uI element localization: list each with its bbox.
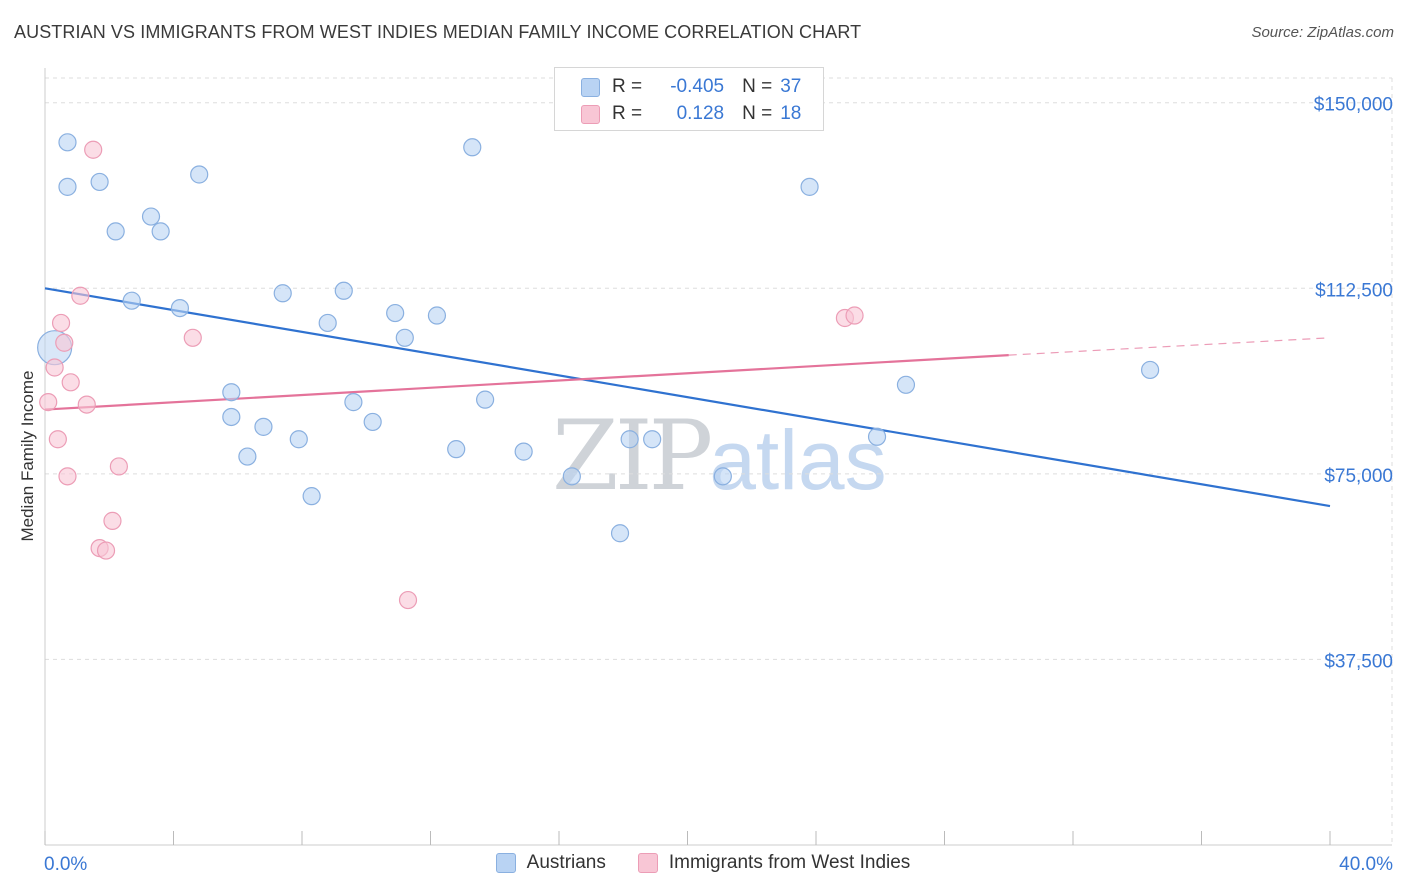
point-austrians xyxy=(58,133,77,152)
x-tick-label: 40.0% xyxy=(1339,854,1393,875)
y-tick-label: $112,500 xyxy=(1315,280,1393,301)
legend-swatch-west-indies xyxy=(581,104,600,124)
point-austrians xyxy=(334,281,353,300)
point-austrians xyxy=(395,328,414,347)
y-tick-label: $150,000 xyxy=(1314,95,1393,116)
point-austrians xyxy=(514,442,533,461)
point-austrians xyxy=(562,467,581,486)
point-austrians xyxy=(318,313,337,333)
trend-layer xyxy=(44,287,1331,508)
point-layer xyxy=(37,133,1160,610)
trendline-austrians xyxy=(44,287,1331,508)
point-austrians xyxy=(122,291,141,310)
legend-row-west-indies: R = 0.128 N = 18 xyxy=(581,102,801,126)
y-tick-label: $75,000 xyxy=(1324,466,1393,487)
legend-r-label: R = xyxy=(612,103,643,124)
point-austrians xyxy=(386,303,405,323)
point-austrians xyxy=(643,430,662,449)
point-austrians xyxy=(273,284,292,303)
legend-n-value: 18 xyxy=(780,103,802,124)
point-west-indies xyxy=(96,541,116,560)
y-axis-title: Median Family Income xyxy=(18,370,37,542)
point-west-indies xyxy=(109,457,128,476)
series-swatch-austrians xyxy=(495,853,516,873)
point-west-indies xyxy=(77,395,96,414)
point-west-indies xyxy=(61,373,80,392)
point-austrians xyxy=(106,222,125,241)
point-austrians xyxy=(427,306,447,325)
point-austrians xyxy=(58,177,77,196)
point-austrians xyxy=(363,412,382,432)
point-austrians xyxy=(254,417,273,436)
point-west-indies xyxy=(103,511,122,530)
point-austrians xyxy=(170,299,190,318)
label-layer: $37,500 $75,000 $112,500 $150,000 0.0% 40.0% xyxy=(44,95,1393,875)
point-austrians xyxy=(1140,360,1160,380)
point-austrians xyxy=(463,138,482,157)
point-austrians xyxy=(800,177,819,196)
series-legend-west-indies[interactable]: Immigrants from West Indies xyxy=(637,852,911,874)
point-austrians xyxy=(620,430,639,449)
series-legend: Austrians Immigrants from West Indies xyxy=(0,852,1406,874)
chart-title: AUSTRIAN VS IMMIGRANTS FROM WEST INDIES … xyxy=(14,22,862,42)
legend-swatch-austrians xyxy=(581,77,600,97)
point-west-indies xyxy=(55,333,74,352)
legend-n-label: N = xyxy=(742,76,773,97)
point-austrians xyxy=(222,407,241,427)
y-tick-label: $37,500 xyxy=(1324,651,1393,672)
point-west-indies xyxy=(183,328,202,347)
point-austrians xyxy=(222,383,241,402)
series-legend-austrians[interactable]: Austrians xyxy=(495,852,606,874)
axis-layer xyxy=(44,68,1392,846)
legend-n-value: 37 xyxy=(780,76,802,97)
x-tick-label: 0.0% xyxy=(44,854,87,875)
point-austrians xyxy=(344,393,363,412)
point-austrians xyxy=(896,375,916,394)
legend-r-label: R = xyxy=(612,76,643,97)
point-austrians xyxy=(151,222,170,241)
point-austrians xyxy=(713,467,732,486)
point-west-indies xyxy=(45,358,64,377)
point-west-indies xyxy=(58,467,77,486)
legend-r-value: 0.128 xyxy=(676,103,725,124)
point-austrians xyxy=(190,165,209,184)
trendline-west-indies xyxy=(44,354,1009,411)
point-austrians xyxy=(447,440,466,459)
legend-r-value: -0.405 xyxy=(670,76,725,97)
point-west-indies xyxy=(39,393,58,412)
trendline-west-indies-extension xyxy=(1008,337,1331,356)
legend-row-austrians: R = -0.405 N = 37 xyxy=(581,75,801,99)
point-west-indies xyxy=(84,140,103,159)
point-austrians xyxy=(289,430,308,449)
point-austrians xyxy=(610,524,630,543)
chart-source[interactable]: Source: ZipAtlas.com xyxy=(1251,24,1394,41)
point-west-indies xyxy=(845,306,864,325)
point-austrians xyxy=(238,447,257,466)
point-west-indies xyxy=(48,430,67,449)
point-austrians xyxy=(302,487,321,506)
legend-n-label: N = xyxy=(742,103,773,124)
point-west-indies xyxy=(51,313,71,333)
point-austrians xyxy=(867,427,887,446)
point-austrians xyxy=(141,207,161,226)
series-label-austrians: Austrians xyxy=(526,852,606,873)
point-west-indies xyxy=(71,286,90,305)
series-swatch-west-indies xyxy=(637,853,658,873)
point-west-indies xyxy=(398,590,418,610)
series-label-west-indies: Immigrants from West Indies xyxy=(668,852,911,873)
point-austrians xyxy=(90,172,109,192)
point-austrians xyxy=(476,390,495,409)
correlation-legend: R = -0.405 N = 37 R = 0.128 N = 18 xyxy=(554,67,824,131)
